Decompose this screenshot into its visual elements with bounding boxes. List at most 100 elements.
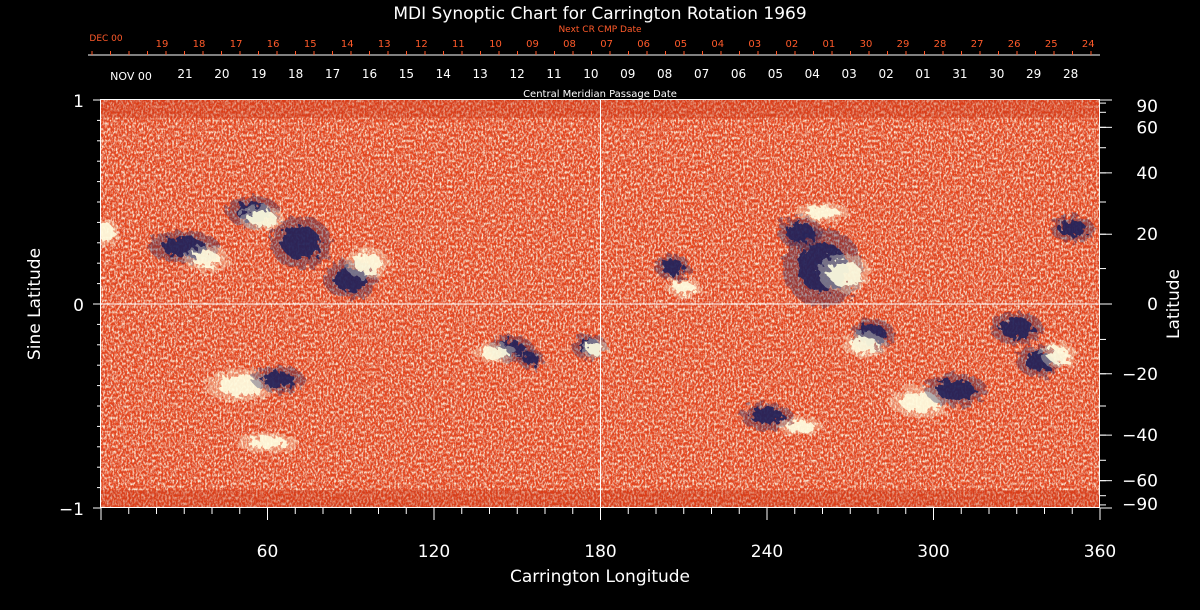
- plot-area: [101, 100, 1100, 508]
- next-cr-start-label: DEC 00: [89, 34, 122, 44]
- cmp-date-label: 11: [546, 67, 561, 81]
- active-region-negative: [786, 222, 815, 243]
- active-region-negative: [936, 379, 976, 400]
- next-cr-date-label: 13: [378, 39, 391, 50]
- active-region-positive: [481, 346, 509, 360]
- right-axis-tick-label: 60: [1136, 118, 1158, 138]
- cmp-date-label: 15: [399, 67, 414, 81]
- cmp-date-label: 09: [620, 67, 635, 81]
- next-cr-date-label: 16: [267, 39, 280, 50]
- active-region-positive: [248, 210, 276, 227]
- right-axis-tick-label: −60: [1122, 472, 1158, 492]
- right-axis-tick-label: 20: [1136, 225, 1158, 245]
- next-cr-date-label: 02: [785, 39, 798, 50]
- left-axis-tick-label: 0: [73, 296, 84, 316]
- active-region-negative: [661, 259, 684, 276]
- cmp-date-label: 03: [842, 67, 857, 81]
- next-cr-date-label: 18: [193, 39, 206, 50]
- active-region-positive: [805, 206, 840, 219]
- next-cr-date-label: 05: [674, 39, 687, 50]
- active-region-negative: [281, 226, 321, 260]
- bottom-axis-tick-label: 60: [257, 542, 279, 562]
- x-axis-label: Carrington Longitude: [510, 567, 690, 587]
- cmp-date-label: 17: [325, 67, 340, 81]
- next-cr-date-label: 10: [489, 39, 502, 50]
- cmp-date-label: 07: [694, 67, 709, 81]
- cmp-date-label: 29: [1026, 67, 1041, 81]
- left-axis-tick-label: 1: [73, 92, 84, 112]
- active-region-positive: [586, 342, 604, 355]
- active-region-negative: [1000, 318, 1034, 339]
- cmp-date-label: 13: [473, 67, 488, 81]
- next-cr-date-label: 25: [1045, 39, 1058, 50]
- bottom-axis-tick-label: 240: [751, 542, 783, 562]
- cmp-date-label: 05: [768, 67, 783, 81]
- cmp-date-label: 08: [657, 67, 672, 81]
- next-cr-date-label: 14: [341, 39, 354, 50]
- active-region-negative: [261, 371, 296, 388]
- next-cr-date-label: 29: [897, 39, 910, 50]
- cmp-date-label: 20: [214, 67, 229, 81]
- cmp-date-label: 31: [952, 67, 967, 81]
- next-cr-date-label: 27: [971, 39, 984, 50]
- next-cr-axis: Next CR CMP Date DEC 00 19 18 17 16 15 14 13 12…: [88, 25, 1100, 56]
- cmp-date-label: 01: [915, 67, 930, 81]
- cmp-date-label: 10: [583, 67, 598, 81]
- cmp-date-label: 04: [805, 67, 820, 81]
- active-region-positive: [828, 261, 862, 286]
- active-region-positive: [786, 420, 815, 433]
- cmp-date-label: 12: [509, 67, 524, 81]
- cmp-date-label: 02: [878, 67, 893, 81]
- cmp-date-label: 30: [989, 67, 1004, 81]
- active-region-positive: [1047, 346, 1070, 364]
- next-cr-date-label: 19: [156, 39, 169, 50]
- next-cr-date-label: 06: [637, 39, 650, 50]
- left-axis: 1 0 −1: [59, 92, 101, 520]
- next-cr-axis-label: Next CR CMP Date: [558, 25, 642, 35]
- next-cr-date-label: 04: [711, 39, 724, 50]
- next-cr-date-label: 15: [304, 39, 317, 50]
- active-region-positive: [672, 281, 695, 294]
- right-axis-tick-label: −90: [1122, 495, 1158, 515]
- active-region-positive: [850, 336, 878, 353]
- y-axis-right-label: Latitude: [1164, 269, 1184, 339]
- cmp-date-label: 06: [731, 67, 746, 81]
- right-axis-tick-label: −40: [1122, 426, 1158, 446]
- bottom-axis-tick-label: 120: [418, 542, 450, 562]
- active-regions: [101, 195, 1095, 453]
- cmp-date-label: 16: [362, 67, 377, 81]
- right-axis-tick-label: 0: [1147, 295, 1158, 315]
- cmp-date-label: 18: [288, 67, 303, 81]
- chart-title: MDI Synoptic Chart for Carrington Rotati…: [393, 4, 806, 24]
- bottom-axis-tick-label: 300: [917, 542, 949, 562]
- cmp-axis-label: Central Meridian Passage Date: [523, 89, 677, 100]
- next-cr-date-label: 24: [1082, 39, 1095, 50]
- bottom-axis: 60 120 180 240 300 360: [100, 508, 1116, 562]
- cmp-start-label: NOV 00: [110, 70, 152, 83]
- y-axis-left-label: Sine Latitude: [25, 248, 45, 360]
- cmp-date-label: 21: [177, 67, 192, 81]
- left-axis-tick-label: −1: [59, 500, 84, 520]
- active-region-positive: [192, 250, 221, 268]
- active-region-positive: [353, 253, 382, 274]
- active-region-negative: [522, 352, 540, 366]
- active-region-negative: [750, 408, 784, 425]
- cmp-date-label: 14: [436, 67, 451, 81]
- next-cr-date-label: 07: [600, 39, 613, 50]
- next-cr-date-label: 08: [563, 39, 576, 50]
- next-cr-date-label: 09: [526, 39, 539, 50]
- active-region-positive: [101, 224, 115, 241]
- right-axis-tick-label: 40: [1136, 164, 1158, 184]
- bottom-axis-tick-label: 180: [584, 542, 616, 562]
- next-cr-date-label: 01: [823, 39, 836, 50]
- right-axis-tick-label: 90: [1136, 97, 1158, 117]
- next-cr-date-label: 28: [934, 39, 947, 50]
- active-region-positive: [217, 375, 262, 396]
- next-cr-date-label: 03: [748, 39, 761, 50]
- right-axis-tick-label: −20: [1122, 365, 1158, 385]
- cmp-date-label: 19: [251, 67, 266, 81]
- bottom-axis-tick-label: 360: [1084, 542, 1116, 562]
- next-cr-date-label: 30: [860, 39, 873, 50]
